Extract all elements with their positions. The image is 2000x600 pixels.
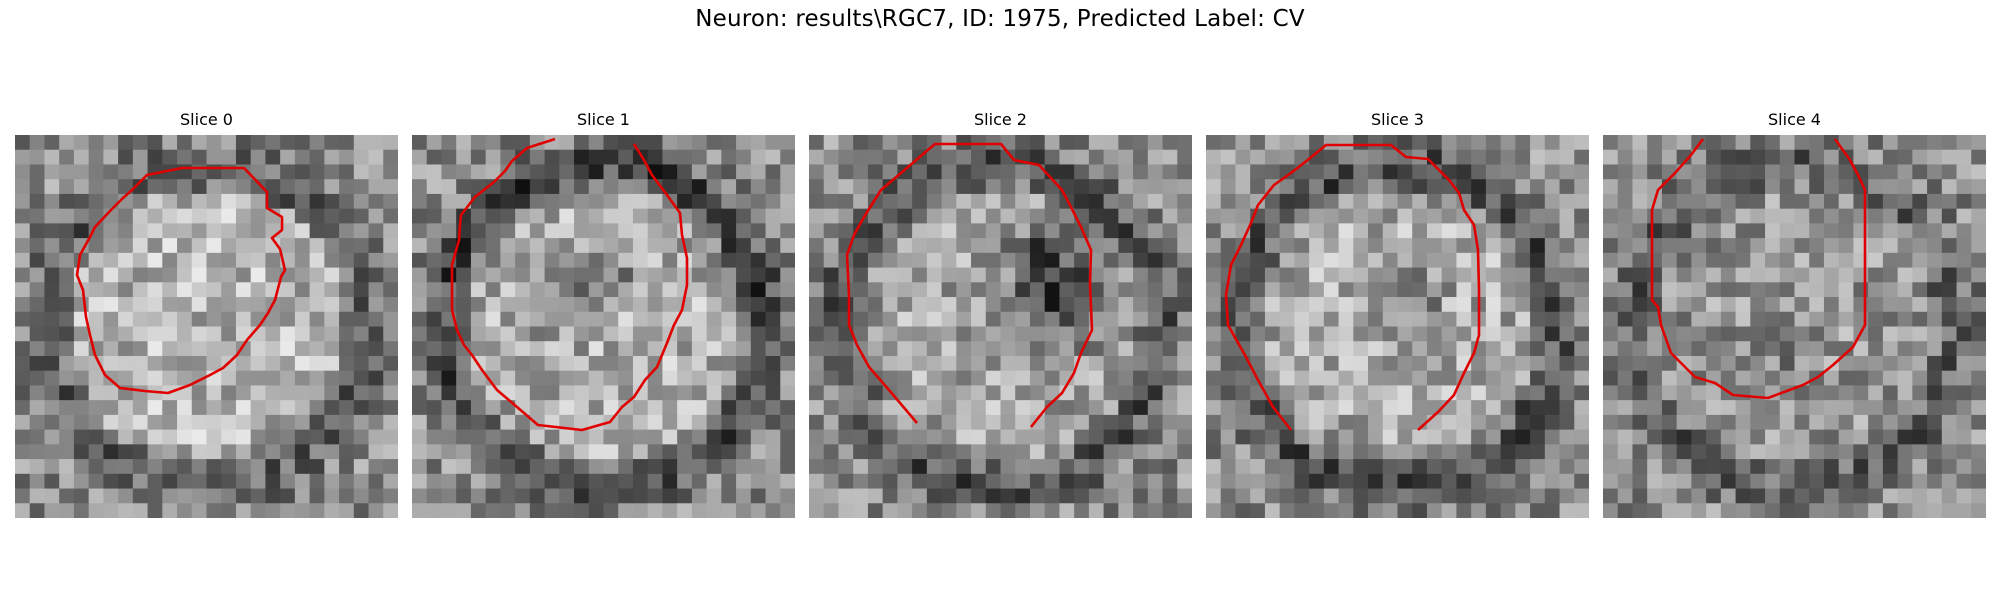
segmentation-contour xyxy=(845,142,1094,428)
segmentation-contour xyxy=(75,166,287,395)
segmentation-contour xyxy=(450,137,689,432)
slice-title: Slice 1 xyxy=(577,110,630,129)
slice-image-0 xyxy=(15,135,398,518)
slice-image-2 xyxy=(809,135,1192,518)
figure-title: Neuron: results\RGC7, ID: 1975, Predicte… xyxy=(695,6,1305,32)
slice-panel-3: Slice 3 xyxy=(1206,110,1589,520)
slice-panel-2: Slice 2 xyxy=(809,110,1192,520)
slice-image-4 xyxy=(1603,135,1986,518)
segmentation-contour xyxy=(1224,143,1481,431)
slice-title: Slice 3 xyxy=(1371,110,1424,129)
slice-image-1 xyxy=(412,135,795,518)
slice-title: Slice 4 xyxy=(1768,110,1821,129)
segmentation-contour xyxy=(1650,138,1867,400)
slice-title: Slice 2 xyxy=(974,110,1027,129)
slice-panel-4: Slice 4 xyxy=(1603,110,1986,520)
slice-panel-1: Slice 1 xyxy=(412,110,795,520)
slice-panel-0: Slice 0 xyxy=(15,110,398,520)
slice-title: Slice 0 xyxy=(180,110,233,129)
slice-image-3 xyxy=(1206,135,1589,518)
